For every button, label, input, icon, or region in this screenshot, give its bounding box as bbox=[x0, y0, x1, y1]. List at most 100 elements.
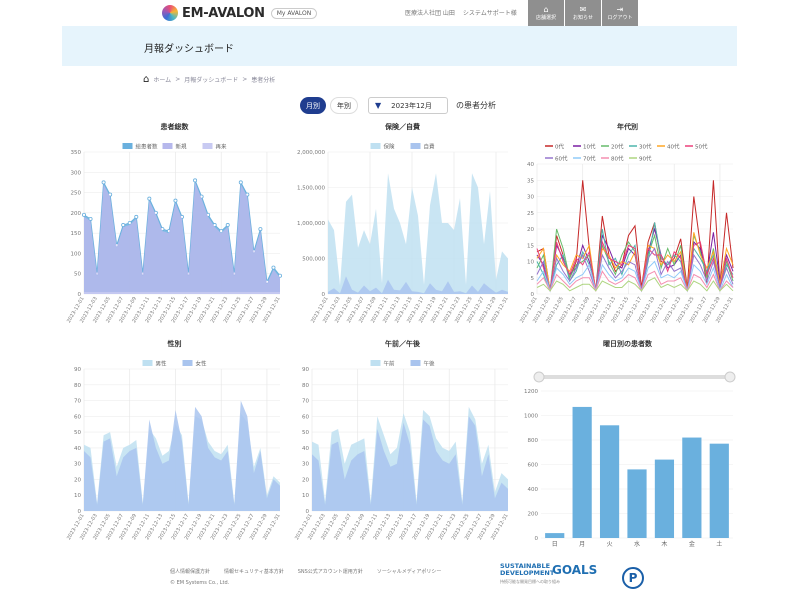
y-tick-label: 1,500,000 bbox=[297, 186, 325, 192]
legend-label: 保険 bbox=[384, 143, 396, 151]
y-tick-label: 0 bbox=[78, 509, 82, 515]
data-point bbox=[88, 216, 93, 221]
legend-label: 40代 bbox=[667, 143, 680, 151]
y-tick-label: 10 bbox=[527, 260, 534, 266]
chart-title: 午前／午後 bbox=[385, 340, 420, 348]
legend-swatch bbox=[202, 143, 213, 149]
bar bbox=[654, 459, 675, 538]
weekday-chart: 0 200 400 600 800 1000 1200 日 月 火 水 木 金 土 bbox=[524, 371, 736, 548]
y-tick-label: 150 bbox=[71, 231, 82, 237]
legend-label: 30代 bbox=[639, 143, 652, 151]
legend-label: 80代 bbox=[611, 155, 624, 163]
ampm-chart-panel: 午前／午後 午前 午後 0 10 20 30 40 50 60 70 80 90 2023-12-01 2… bbox=[290, 339, 515, 554]
logo-circle-icon bbox=[162, 5, 178, 21]
footer-link-social[interactable]: ソーシャルメディアポリシー bbox=[376, 569, 442, 575]
x-category-label: 月 bbox=[579, 541, 585, 548]
y-tick-label: 300 bbox=[71, 170, 82, 176]
sdg-line-2: DEVELOPMENT bbox=[500, 569, 555, 577]
y-tick-label: 30 bbox=[74, 462, 81, 468]
series-area bbox=[328, 276, 508, 294]
user-name: システムサポート様 bbox=[462, 10, 517, 17]
legend-label: 午後 bbox=[424, 360, 436, 368]
sdg-sub: 持続可能な開発目標への取り組み bbox=[500, 579, 560, 584]
clinic-name: 医療法人社団 山田 bbox=[405, 10, 455, 17]
y-tick-label: 2,000,000 bbox=[297, 150, 325, 156]
data-point bbox=[121, 223, 126, 228]
legend-label: 50代 bbox=[695, 143, 708, 151]
legend-label: 午前 bbox=[384, 360, 396, 368]
x-category-label: 水 bbox=[634, 540, 640, 548]
logout-button[interactable]: ⇥ ログアウト bbox=[602, 0, 638, 26]
y-tick-label: 250 bbox=[71, 191, 82, 197]
y-tick-label: 0 bbox=[306, 509, 310, 515]
brand-logo[interactable]: EM-AVALON My AVALON bbox=[162, 4, 318, 22]
data-point bbox=[225, 223, 230, 228]
header-buttons: ⌂ 店舗選択 ✉ お知らせ ⇥ ログアウト bbox=[528, 0, 638, 26]
y-tick-label: 60 bbox=[302, 414, 309, 420]
logout-icon: ⇥ bbox=[616, 5, 624, 14]
series-area bbox=[84, 182, 280, 294]
age-chart: 0代 10代 20代 30代 40代 50代 60代 70代 80代 90代 0 5 10 15 20 25 3… bbox=[519, 143, 735, 325]
footer-link-security[interactable]: 情報セキュリティ基本方針 bbox=[224, 569, 284, 575]
series-area bbox=[312, 416, 508, 511]
series-line bbox=[536, 232, 734, 291]
patients-chart: 総患者数 新規 再来0501001502002503003502023-12-012… bbox=[66, 143, 282, 324]
sdgs-logo[interactable]: SUSTAINABLE DEVELOPMENT GOALS 持続可能な開発目標へ… bbox=[500, 563, 600, 585]
footer-link-privacy[interactable]: 個人情報保護方針 bbox=[170, 569, 211, 575]
series-line bbox=[536, 260, 734, 293]
sdg-goals: GOALS bbox=[552, 563, 598, 577]
page-banner bbox=[62, 26, 737, 66]
store-select-button[interactable]: ⌂ 店舗選択 bbox=[528, 0, 564, 26]
logo-text: EM-AVALON bbox=[182, 5, 265, 21]
y-tick-label: 20 bbox=[74, 477, 81, 483]
month-select[interactable]: ▼ 2023年12月 bbox=[368, 97, 448, 114]
data-point bbox=[277, 273, 282, 278]
data-point bbox=[147, 196, 152, 201]
y-tick-label: 25 bbox=[527, 211, 534, 217]
my-avalon-link[interactable]: My AVALON bbox=[270, 7, 318, 19]
breadcrumb-home[interactable]: ホーム bbox=[153, 77, 172, 84]
data-point bbox=[81, 212, 86, 217]
x-category-label: 土 bbox=[716, 540, 722, 548]
sdg-line-1: SUSTAINABLE bbox=[500, 562, 551, 570]
chart-title: 曜日別の患者数 bbox=[603, 340, 652, 348]
breadcrumb-dashboard[interactable]: 月報ダッシュボード bbox=[184, 77, 239, 84]
ampm-chart: 午前 午後01020304050607080902023-12-012023-12… bbox=[294, 360, 510, 542]
y-tick-label: 100 bbox=[71, 251, 82, 257]
y-tick-label: 1200 bbox=[524, 389, 538, 395]
y-tick-label: 40 bbox=[527, 162, 534, 168]
bar bbox=[599, 425, 620, 538]
home-icon[interactable]: ⌂ bbox=[143, 74, 150, 85]
caret-down-icon: ▼ bbox=[375, 101, 382, 110]
legend-swatch bbox=[370, 143, 381, 149]
tab-monthly[interactable]: 月別 bbox=[300, 97, 326, 114]
data-point bbox=[173, 198, 178, 203]
chart-title: 性別 bbox=[167, 340, 182, 348]
legend-swatch bbox=[410, 143, 421, 149]
tab-yearly[interactable]: 年別 bbox=[330, 97, 358, 114]
breadcrumb-separator: > bbox=[242, 76, 248, 83]
notice-button[interactable]: ✉ お知らせ bbox=[565, 0, 601, 26]
y-tick-label: 60 bbox=[74, 414, 81, 420]
footer-link-sns[interactable]: SNS公式アカウント運用方針 bbox=[297, 569, 363, 575]
legend-label: 総患者数 bbox=[136, 143, 159, 151]
period-controls: 月別 年別 ▼ 2023年12月 の患者分析 bbox=[300, 97, 496, 114]
range-slider-handle-right bbox=[724, 371, 736, 383]
data-point bbox=[271, 265, 276, 270]
y-tick-label: 10 bbox=[302, 493, 309, 499]
y-tick-label: 70 bbox=[74, 399, 81, 405]
chart-title: 保険／自費 bbox=[385, 123, 420, 131]
y-tick-label: 1000 bbox=[524, 414, 538, 420]
y-tick-label: 90 bbox=[302, 367, 309, 373]
y-tick-label: 30 bbox=[302, 462, 309, 468]
logout-label: ログアウト bbox=[607, 15, 633, 21]
y-tick-label: 40 bbox=[74, 446, 81, 452]
y-tick-label: 30 bbox=[527, 195, 534, 201]
data-point bbox=[127, 221, 132, 226]
x-category-label: 金 bbox=[689, 540, 695, 548]
legend-label: 自費 bbox=[424, 143, 436, 151]
legend-label: 再来 bbox=[216, 143, 228, 151]
privacy-mark-icon[interactable]: P bbox=[622, 567, 644, 589]
y-tick-label: 1,000,000 bbox=[297, 221, 325, 227]
y-tick-label: 200 bbox=[71, 211, 82, 217]
